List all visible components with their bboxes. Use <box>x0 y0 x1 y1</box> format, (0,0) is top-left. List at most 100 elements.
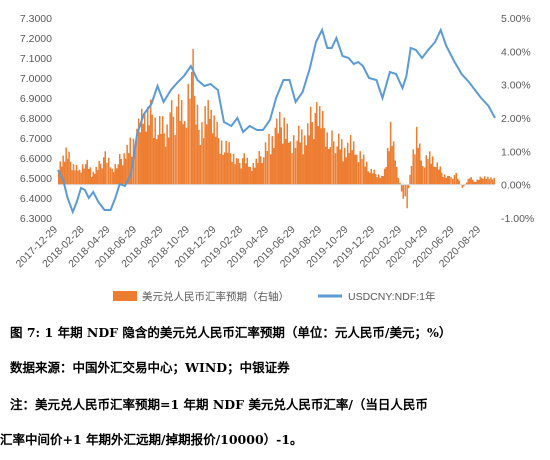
expectation-bar <box>326 132 328 185</box>
expectation-bar <box>77 170 79 185</box>
expectation-bar <box>84 164 87 185</box>
expectation-bar <box>158 116 161 185</box>
expectation-bar <box>180 99 183 185</box>
expectation-bar <box>293 135 295 185</box>
expectation-bar <box>166 124 168 185</box>
expectation-bar <box>238 163 241 185</box>
expectation-bar <box>169 112 171 185</box>
expectation-bar <box>187 83 189 185</box>
expectation-bar <box>146 106 149 185</box>
expectation-bar <box>341 139 343 185</box>
expectation-bar <box>225 140 227 185</box>
expectation-bar <box>485 178 488 185</box>
expectation-bar <box>386 147 389 185</box>
expectation-bar <box>410 166 413 185</box>
expectation-bar <box>129 137 131 185</box>
expectation-bar <box>425 155 427 185</box>
expectation-bar <box>432 156 434 185</box>
expectation-bar <box>259 156 262 185</box>
expectation-bar <box>414 154 416 185</box>
chart: 6.3000 6.4000 6.5000 6.6000 6.7000 6.8000 6.90… <box>14 13 535 303</box>
expectation-bar <box>357 162 360 185</box>
left-axis-tick-label: 6.7000 <box>20 133 52 145</box>
expectation-bar <box>72 164 75 185</box>
expectation-bar <box>281 143 284 185</box>
expectation-bar <box>465 182 468 185</box>
expectation-bar <box>327 149 330 185</box>
expectation-bar <box>92 171 94 185</box>
expectation-bar <box>189 98 191 185</box>
expectation-bar <box>450 177 452 185</box>
expectation-bar <box>288 142 290 185</box>
expectation-bar <box>289 141 292 185</box>
expectation-bar <box>451 178 454 185</box>
expectation-bar <box>75 165 78 185</box>
expectation-bar <box>68 151 70 185</box>
expectation-bar <box>470 177 472 185</box>
expectation-bar <box>127 153 130 185</box>
expectation-bar <box>374 174 377 185</box>
expectation-bar <box>364 166 366 185</box>
left-axis-tick-label: 6.6000 <box>20 153 52 165</box>
expectation-bar <box>284 138 287 185</box>
expectation-bar <box>369 172 371 185</box>
expectation-bar <box>445 177 447 185</box>
expectation-bar <box>204 106 206 185</box>
left-axis-ticks: 6.3000 6.4000 6.5000 6.6000 6.7000 6.8000 6.90… <box>20 13 52 225</box>
expectation-bar <box>136 128 138 185</box>
expectation-bar <box>199 145 202 185</box>
expectation-bar <box>109 167 112 185</box>
expectation-bar <box>312 139 315 185</box>
expectation-bar <box>314 113 317 185</box>
expectation-bar <box>427 159 429 185</box>
expectation-bar <box>367 171 370 185</box>
legend: 美元兑人民币汇率预期（右轴） USDCNY:NDF:1年 <box>113 290 436 303</box>
expectation-bar <box>114 164 116 185</box>
expectation-bar <box>461 184 464 188</box>
expectation-bar <box>69 161 72 185</box>
expectation-bar <box>448 176 451 185</box>
expectation-bar <box>96 170 99 185</box>
expectation-bar <box>155 139 158 185</box>
expectation-bar <box>241 158 244 185</box>
expectation-bar <box>196 104 199 185</box>
legend-bar-label: 美元兑人民币汇率预期（右轴） <box>142 290 289 303</box>
expectation-bar <box>321 111 324 185</box>
expectation-bar <box>161 116 164 185</box>
expectation-bar <box>208 118 211 185</box>
expectation-bar <box>318 106 321 185</box>
expectation-bar <box>379 177 381 185</box>
expectation-bar <box>101 168 103 185</box>
expectation-bar <box>234 164 236 185</box>
expectation-bar <box>78 169 81 185</box>
expectation-bar <box>456 178 459 185</box>
expectation-bar <box>258 151 260 185</box>
expectation-bar <box>376 177 378 185</box>
expectation-bar <box>306 123 309 185</box>
expectation-bar <box>99 163 102 185</box>
expectation-bar <box>167 137 170 185</box>
expectation-bar <box>185 127 188 185</box>
expectation-bar <box>320 128 322 185</box>
expectation-bar <box>190 71 193 185</box>
expectation-bar <box>182 124 184 185</box>
expectation-bar <box>220 140 223 185</box>
expectation-bar <box>407 184 410 189</box>
expectation-bar <box>87 169 90 185</box>
expectation-bar <box>373 169 375 185</box>
expectation-bar <box>115 168 118 185</box>
expectation-bar <box>139 132 141 185</box>
expectation-bar <box>324 146 327 185</box>
expectation-bar <box>348 152 350 185</box>
expectation-bar <box>243 153 245 185</box>
ndf-series-line <box>57 27 496 215</box>
expectation-bar <box>361 159 363 185</box>
left-axis-tick-label: 6.4000 <box>20 193 52 205</box>
expectation-bar <box>251 170 253 185</box>
expectation-bar <box>252 163 255 185</box>
expectation-bar <box>89 167 91 185</box>
expectation-bar <box>62 155 64 185</box>
expectation-bar <box>179 120 181 185</box>
expectation-bar <box>377 174 380 185</box>
expectation-bar <box>423 167 426 185</box>
